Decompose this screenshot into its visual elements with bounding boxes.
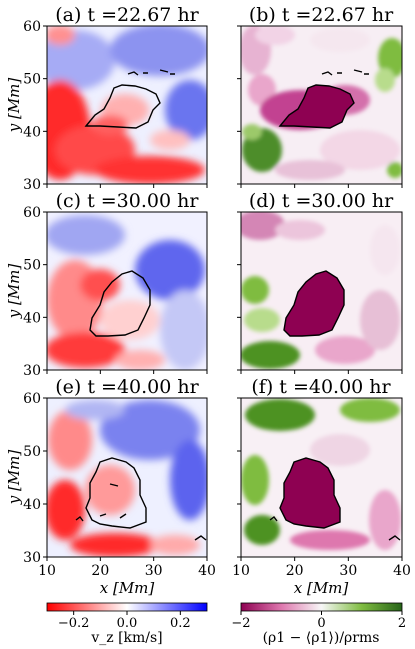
colorbar-tick-label: 0 [317, 616, 325, 631]
panel-a: (a) t =22.67 hr [46, 4, 208, 185]
y-tick-label: 60 [23, 19, 41, 35]
panel-e-frame [46, 397, 208, 558]
panel-a-title: (a) t =22.67 hr [55, 4, 199, 26]
panel-d: (d) t =30.00 hr [240, 190, 403, 371]
x-tick-label: 40 [393, 563, 411, 579]
colorbar-tick-label: −0.2 [58, 616, 90, 631]
y-tick-label: 50 [23, 444, 41, 460]
x-tick-label: 40 [198, 563, 216, 579]
panel-d-frame [240, 211, 403, 371]
panel-e: (e) t =40.00 hr [46, 376, 208, 558]
y-tick-label: 60 [23, 391, 41, 407]
colorbar-tick-label: −2 [231, 616, 250, 631]
panel-c: (c) t =30.00 hr [46, 190, 208, 371]
panel-c-frame [46, 211, 208, 371]
panel-f: (f) t =40.00 hr [240, 376, 403, 558]
panel-a-contour [84, 84, 161, 129]
panel-a-field [47, 26, 207, 184]
y-tick-label: 50 [23, 72, 41, 88]
colorbar-rho: −2 0 2 (ρ1 − ⟨ρ1⟩)/ρrms [231, 602, 406, 646]
panel-e-title: (e) t =40.00 hr [55, 376, 199, 398]
panel-b-contour [278, 84, 355, 129]
panel-f-field [241, 398, 402, 557]
y-tick-label: 30 [23, 363, 41, 379]
x-tick-label: 10 [232, 563, 250, 579]
panel-d-field [241, 212, 402, 370]
panel-c-field [47, 212, 207, 370]
panel-b-title: (b) t =22.67 hr [249, 4, 394, 26]
x-tick-label: 30 [145, 563, 163, 579]
panel-f-title: (f) t =40.00 hr [251, 376, 391, 398]
panel-b: (b) t =22.67 hr [240, 4, 403, 185]
x-tick-label: 10 [38, 563, 56, 579]
colorbar-vz-bar [46, 602, 208, 612]
colorbar-tick-label: 0.2 [170, 616, 191, 631]
colorbar-rho-bar [240, 602, 403, 612]
x-axis-label-left: x [Mm] [100, 579, 155, 597]
y-axis-label-row3: y [Mm] [5, 450, 23, 506]
y-tick-label: 50 [23, 258, 41, 274]
x-axis-label-right: x [Mm] [294, 579, 349, 597]
colorbar-tick-label: 2 [398, 616, 406, 631]
y-tick-label: 40 [23, 124, 41, 140]
x-tick-label: 20 [91, 563, 109, 579]
colorbar-vz: −0.2 0.0 0.2 v_z [km/s] [46, 602, 208, 646]
panel-e-field [47, 398, 207, 557]
panel-e-contour [85, 457, 147, 529]
panel-d-title: (d) t =30.00 hr [249, 190, 394, 212]
y-axis-label-row1: y [Mm] [5, 78, 23, 134]
panel-b-field [241, 26, 402, 184]
y-tick-label: 40 [23, 310, 41, 326]
colorbar-tick-label: 0.0 [117, 616, 138, 631]
x-tick-label: 20 [286, 563, 304, 579]
y-axis-label-row2: y [Mm] [5, 264, 23, 320]
colorbar-vz-label: v_z [km/s] [90, 630, 162, 646]
y-tick-label: 30 [23, 177, 41, 193]
panel-a-frame [46, 25, 208, 185]
colorbar-rho-label: (ρ1 − ⟨ρ1⟩)/ρrms [263, 630, 380, 646]
x-tick-label: 30 [339, 563, 357, 579]
y-tick-label: 30 [23, 550, 41, 566]
panel-c-title: (c) t =30.00 hr [56, 190, 200, 212]
y-tick-label: 40 [23, 497, 41, 513]
panel-d-contour [283, 270, 345, 337]
y-axis-labels: y [Mm] y [Mm] y [Mm] [5, 78, 23, 506]
panel-f-contour [279, 457, 341, 529]
panel-f-frame [240, 397, 403, 558]
panel-c-contour [89, 270, 151, 337]
panel-b-frame [240, 25, 403, 185]
axes-ticks: 30 40 50 60 30 40 50 60 30 40 50 60 10 20 30 40 10 20 30 40 [23, 19, 411, 579]
y-tick-label: 60 [23, 205, 41, 221]
